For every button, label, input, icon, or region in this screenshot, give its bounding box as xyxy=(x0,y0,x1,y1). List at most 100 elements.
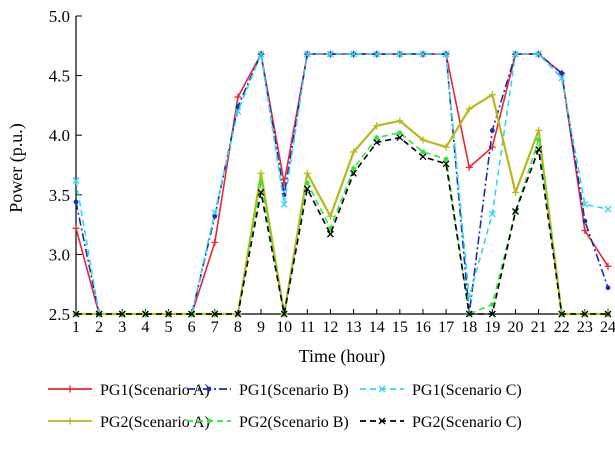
data-point xyxy=(257,50,265,58)
data-point xyxy=(212,213,218,219)
data-point xyxy=(512,50,519,58)
x-tick-label: 7 xyxy=(211,319,219,336)
data-point xyxy=(326,50,334,58)
data-point xyxy=(141,310,149,318)
data-point xyxy=(558,310,566,318)
legend-label: PG2(Scenario B) xyxy=(239,414,349,431)
data-point xyxy=(326,230,334,238)
legend-item: PG1(Scenario B) xyxy=(187,382,349,399)
data-point xyxy=(350,169,358,177)
data-point xyxy=(604,205,612,213)
x-tick-label: 14 xyxy=(369,319,385,336)
data-point xyxy=(488,310,496,318)
data-point xyxy=(489,128,495,133)
data-point xyxy=(350,50,358,58)
x-tick-label: 9 xyxy=(257,319,265,336)
x-tick-label: 20 xyxy=(507,319,523,336)
y-tick-label: 3.0 xyxy=(49,245,70,264)
data-point xyxy=(257,188,265,196)
legend-item: PG1(Scenario C) xyxy=(360,382,522,399)
legend-label: PG2(Scenario C) xyxy=(412,414,522,431)
data-point xyxy=(378,385,386,393)
y-tick-label: 3.5 xyxy=(49,186,70,205)
series-5 xyxy=(73,130,611,317)
data-point xyxy=(442,50,450,58)
data-point xyxy=(304,180,310,186)
y-tick-label: 2.5 xyxy=(49,305,70,324)
data-point xyxy=(118,310,126,318)
data-point xyxy=(73,199,79,205)
data-point xyxy=(206,418,212,424)
data-point xyxy=(258,180,264,186)
x-tick-label: 11 xyxy=(300,319,315,336)
x-tick-label: 19 xyxy=(484,319,500,336)
x-tick-label: 13 xyxy=(346,319,362,336)
legend-label: PG1(Scenario B) xyxy=(239,382,349,399)
data-point xyxy=(378,417,386,425)
data-point xyxy=(211,310,219,318)
data-point xyxy=(303,185,311,193)
x-axis-label: Time (hour) xyxy=(299,346,386,367)
x-tick-label: 10 xyxy=(276,319,292,336)
x-tick-label: 23 xyxy=(577,319,593,336)
data-point xyxy=(419,50,427,58)
data-point xyxy=(280,310,288,318)
data-point xyxy=(559,70,565,76)
data-point xyxy=(206,386,212,392)
data-point xyxy=(280,200,288,208)
legend-label: PG1(Scenario A) xyxy=(100,382,210,399)
data-point xyxy=(373,138,381,146)
x-tick-label: 8 xyxy=(234,319,242,336)
data-point xyxy=(234,310,242,318)
data-point xyxy=(535,146,543,153)
y-axis-label: Power (p.u.) xyxy=(6,123,27,212)
data-point xyxy=(373,50,381,58)
x-tick-label: 12 xyxy=(322,319,338,336)
x-tick-label: 2 xyxy=(95,319,103,336)
data-point xyxy=(235,104,241,109)
x-tick-label: 17 xyxy=(438,319,454,336)
data-point xyxy=(442,160,450,168)
y-tick-label: 4.5 xyxy=(49,67,70,86)
data-point xyxy=(465,310,473,318)
data-point xyxy=(443,156,449,162)
data-point xyxy=(420,149,426,155)
series-4 xyxy=(72,91,612,318)
plot-axes xyxy=(75,15,609,315)
x-tick-label: 16 xyxy=(415,319,431,336)
data-point xyxy=(582,218,588,224)
data-point xyxy=(536,137,542,143)
legend-item: PG2(Scenario B) xyxy=(187,414,349,431)
legend: PG1(Scenario A) PG1(Scenario B) PG1(Scenar… xyxy=(48,382,522,431)
series-lines xyxy=(72,50,612,318)
x-tick-label: 3 xyxy=(118,319,126,336)
x-tick-label: 22 xyxy=(554,319,570,336)
legend-item: PG1(Scenario A) xyxy=(48,382,210,399)
data-point xyxy=(72,177,80,184)
data-point xyxy=(95,310,103,318)
legend-label: PG2(Scenario A) xyxy=(100,414,210,431)
y-tick-label: 5.0 xyxy=(49,7,70,26)
data-point xyxy=(581,200,589,208)
data-point xyxy=(234,107,242,115)
data-point xyxy=(558,74,566,82)
data-point xyxy=(397,130,403,136)
x-tick-label: 5 xyxy=(165,319,173,336)
data-point xyxy=(303,50,311,58)
y-tick-label: 4.0 xyxy=(49,126,70,145)
data-point xyxy=(396,50,404,58)
x-tick-label: 18 xyxy=(461,319,477,336)
data-point xyxy=(419,153,427,161)
data-point xyxy=(581,310,589,318)
series-line xyxy=(76,93,608,316)
data-point xyxy=(604,310,612,318)
legend-item: PG2(Scenario C) xyxy=(360,414,522,431)
data-point xyxy=(535,50,543,58)
data-point xyxy=(72,310,80,318)
x-tick-label: 21 xyxy=(531,319,547,336)
data-point xyxy=(488,210,496,218)
data-point xyxy=(165,310,172,318)
data-point xyxy=(396,134,404,142)
data-point xyxy=(512,208,519,215)
